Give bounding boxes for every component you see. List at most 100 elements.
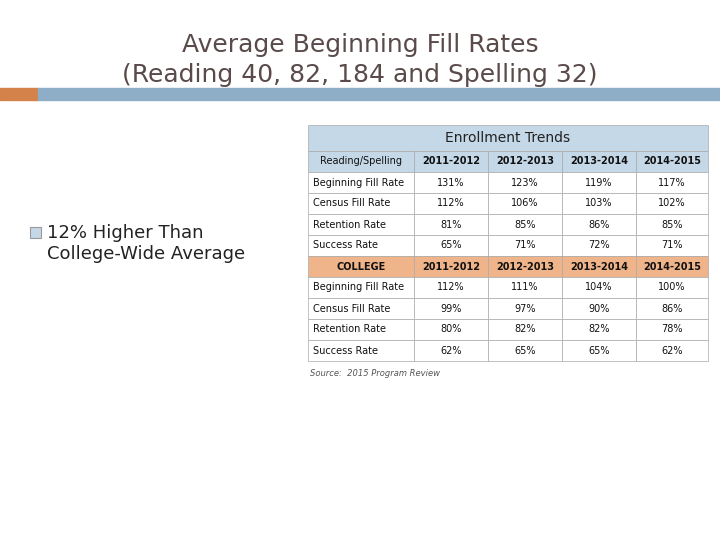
Bar xyxy=(562,235,636,256)
Text: 131%: 131% xyxy=(437,178,464,187)
Text: Census Fill Rate: Census Fill Rate xyxy=(313,303,390,314)
Bar xyxy=(636,319,708,340)
Text: 12% Higher Than: 12% Higher Than xyxy=(47,224,204,241)
Text: 65%: 65% xyxy=(588,346,610,355)
Bar xyxy=(308,340,414,361)
Text: Census Fill Rate: Census Fill Rate xyxy=(313,199,390,208)
Bar xyxy=(562,277,636,298)
Bar xyxy=(636,172,708,193)
Text: 86%: 86% xyxy=(661,303,683,314)
Bar xyxy=(636,298,708,319)
Bar xyxy=(308,277,414,298)
Text: 81%: 81% xyxy=(441,219,462,230)
Text: 2014-2015: 2014-2015 xyxy=(643,157,701,166)
Text: Average Beginning Fill Rates: Average Beginning Fill Rates xyxy=(181,33,539,57)
Text: 86%: 86% xyxy=(588,219,610,230)
Bar xyxy=(488,193,562,214)
Bar xyxy=(308,151,414,172)
Bar xyxy=(488,214,562,235)
Text: 71%: 71% xyxy=(514,240,536,251)
Text: 2012-2013: 2012-2013 xyxy=(496,261,554,272)
Text: 85%: 85% xyxy=(661,219,683,230)
Text: 2011-2012: 2011-2012 xyxy=(422,261,480,272)
Text: 82%: 82% xyxy=(588,325,610,334)
Bar xyxy=(562,319,636,340)
Bar xyxy=(488,256,562,277)
Bar xyxy=(636,340,708,361)
Bar xyxy=(414,151,488,172)
Text: Retention Rate: Retention Rate xyxy=(313,325,386,334)
Text: Success Rate: Success Rate xyxy=(313,240,378,251)
Bar xyxy=(636,277,708,298)
Text: 72%: 72% xyxy=(588,240,610,251)
Bar xyxy=(414,172,488,193)
Bar xyxy=(414,277,488,298)
Bar xyxy=(562,256,636,277)
Text: 78%: 78% xyxy=(661,325,683,334)
Text: 65%: 65% xyxy=(440,240,462,251)
Bar xyxy=(488,340,562,361)
Bar xyxy=(414,340,488,361)
Text: 123%: 123% xyxy=(511,178,539,187)
Text: 117%: 117% xyxy=(658,178,686,187)
Text: 112%: 112% xyxy=(437,282,465,293)
Text: Retention Rate: Retention Rate xyxy=(313,219,386,230)
Text: 62%: 62% xyxy=(440,346,462,355)
Text: 2012-2013: 2012-2013 xyxy=(496,157,554,166)
Bar xyxy=(308,214,414,235)
Text: Reading/Spelling: Reading/Spelling xyxy=(320,157,402,166)
Bar xyxy=(414,319,488,340)
Bar xyxy=(308,235,414,256)
Bar xyxy=(414,256,488,277)
Bar xyxy=(308,256,414,277)
Bar xyxy=(636,256,708,277)
Bar xyxy=(562,172,636,193)
Text: 2014-2015: 2014-2015 xyxy=(643,261,701,272)
Bar xyxy=(488,319,562,340)
Bar xyxy=(414,235,488,256)
Text: 65%: 65% xyxy=(514,346,536,355)
Text: 104%: 104% xyxy=(585,282,613,293)
Text: 2013-2014: 2013-2014 xyxy=(570,157,628,166)
Bar xyxy=(0,88,38,100)
Bar xyxy=(308,193,414,214)
Bar xyxy=(562,340,636,361)
Bar xyxy=(488,151,562,172)
Text: Beginning Fill Rate: Beginning Fill Rate xyxy=(313,282,404,293)
Text: 2011-2012: 2011-2012 xyxy=(422,157,480,166)
Text: College-Wide Average: College-Wide Average xyxy=(47,245,245,263)
Text: 71%: 71% xyxy=(661,240,683,251)
Text: 103%: 103% xyxy=(585,199,613,208)
Bar xyxy=(308,319,414,340)
Bar xyxy=(414,298,488,319)
Bar xyxy=(308,172,414,193)
Bar xyxy=(562,193,636,214)
Text: 85%: 85% xyxy=(514,219,536,230)
Text: 119%: 119% xyxy=(585,178,613,187)
Text: 102%: 102% xyxy=(658,199,686,208)
Bar xyxy=(488,277,562,298)
Bar xyxy=(308,125,708,151)
Bar xyxy=(488,235,562,256)
Text: Success Rate: Success Rate xyxy=(313,346,378,355)
Bar xyxy=(308,298,414,319)
Bar xyxy=(488,298,562,319)
Text: 62%: 62% xyxy=(661,346,683,355)
Text: (Reading 40, 82, 184 and Spelling 32): (Reading 40, 82, 184 and Spelling 32) xyxy=(122,63,598,87)
Bar xyxy=(414,193,488,214)
Bar xyxy=(636,151,708,172)
Text: 100%: 100% xyxy=(658,282,685,293)
Bar xyxy=(30,227,41,238)
Text: 97%: 97% xyxy=(514,303,536,314)
Text: 80%: 80% xyxy=(441,325,462,334)
Text: 99%: 99% xyxy=(441,303,462,314)
Text: Beginning Fill Rate: Beginning Fill Rate xyxy=(313,178,404,187)
Bar xyxy=(38,88,720,100)
Text: 90%: 90% xyxy=(588,303,610,314)
Bar xyxy=(414,214,488,235)
Bar xyxy=(636,193,708,214)
Text: 111%: 111% xyxy=(511,282,539,293)
Text: Enrollment Trends: Enrollment Trends xyxy=(446,131,570,145)
Bar xyxy=(636,235,708,256)
Text: 106%: 106% xyxy=(511,199,539,208)
